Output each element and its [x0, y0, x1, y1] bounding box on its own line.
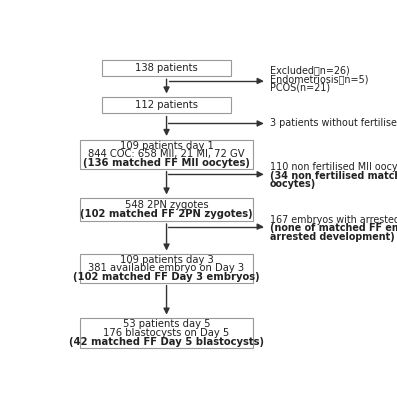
Text: oocytes): oocytes) — [270, 180, 316, 190]
FancyBboxPatch shape — [80, 318, 253, 348]
Text: 176 blastocysts on Day 5: 176 blastocysts on Day 5 — [103, 328, 230, 338]
FancyBboxPatch shape — [80, 140, 253, 169]
Text: (42 matched FF Day 5 blastocysts): (42 matched FF Day 5 blastocysts) — [69, 336, 264, 346]
Text: 110 non fertilised MII oocytes: 110 non fertilised MII oocytes — [270, 162, 397, 172]
FancyBboxPatch shape — [102, 96, 231, 114]
Text: 548 2PN zygotes: 548 2PN zygotes — [125, 200, 208, 210]
Text: arrested development): arrested development) — [270, 232, 394, 242]
Text: PCOS(n=21): PCOS(n=21) — [270, 82, 330, 92]
FancyBboxPatch shape — [80, 254, 253, 283]
Text: Endometriosis（n=5): Endometriosis（n=5) — [270, 74, 368, 84]
Text: 844 COC: 658 MII, 21 MI, 72 GV: 844 COC: 658 MII, 21 MI, 72 GV — [88, 149, 245, 159]
Text: (34 non fertilised matched FF MII: (34 non fertilised matched FF MII — [270, 171, 397, 181]
Text: 381 available embryo on Day 3: 381 available embryo on Day 3 — [89, 263, 245, 273]
FancyBboxPatch shape — [102, 60, 231, 76]
Text: 109 patients day 1: 109 patients day 1 — [119, 141, 214, 151]
Text: 138 patients: 138 patients — [135, 63, 198, 73]
Text: 167 embryos with arrested development: 167 embryos with arrested development — [270, 214, 397, 224]
Text: (102 matched FF 2PN zygotes): (102 matched FF 2PN zygotes) — [80, 209, 253, 219]
Text: (136 matched FF MII oocytes): (136 matched FF MII oocytes) — [83, 158, 250, 168]
FancyBboxPatch shape — [80, 198, 253, 221]
Text: Excluded（n=26): Excluded（n=26) — [270, 65, 349, 75]
Text: 53 patients day 5: 53 patients day 5 — [123, 319, 210, 329]
Text: (none of matched FF embryos with: (none of matched FF embryos with — [270, 223, 397, 233]
Text: 109 patients day 3: 109 patients day 3 — [119, 254, 214, 264]
Text: 3 patients without fertilised oocytes: 3 patients without fertilised oocytes — [270, 118, 397, 128]
Text: (102 matched FF Day 3 embryos): (102 matched FF Day 3 embryos) — [73, 272, 260, 282]
Text: 112 patients: 112 patients — [135, 100, 198, 110]
